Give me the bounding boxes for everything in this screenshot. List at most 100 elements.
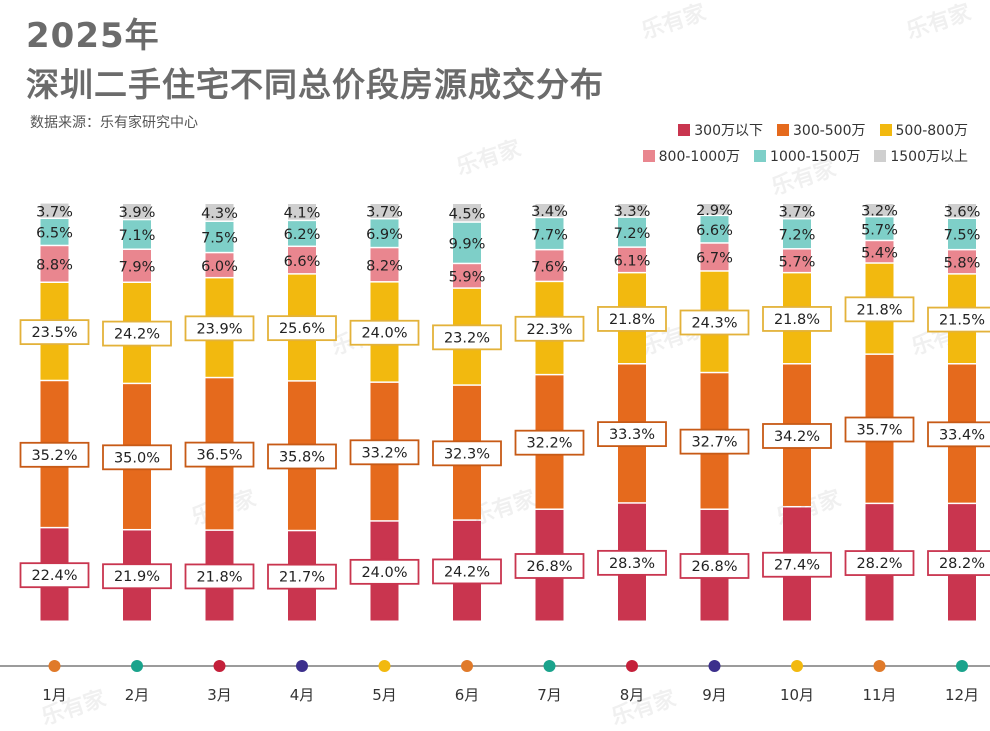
data-label-box: [844, 550, 915, 576]
data-label-box: [349, 558, 420, 585]
data-label-box: [267, 315, 337, 342]
data-label-box: [102, 563, 172, 590]
axis-dot: [543, 660, 556, 672]
data-label: 33.4%: [939, 427, 985, 443]
legend-item: 300-500万: [777, 120, 866, 140]
legend-label: 300-500万: [793, 123, 866, 139]
data-label-box: [514, 315, 585, 342]
data-label: 3.7%: [36, 204, 73, 220]
data-label: 3.7%: [366, 205, 403, 221]
data-label: 3.4%: [531, 204, 568, 220]
legend-label: 1500万以上: [890, 149, 968, 165]
data-label: 21.8%: [196, 569, 242, 585]
bar-segment: [700, 204, 729, 215]
axis-dot: [378, 660, 391, 672]
bar-segment: [618, 204, 646, 217]
chart-title-year: 2025年: [26, 16, 160, 56]
data-label: 6.7%: [696, 251, 733, 267]
bar-segment: [535, 218, 564, 249]
data-label-box: [19, 562, 90, 589]
data-label: 6.9%: [366, 227, 403, 243]
data-label: 23.2%: [444, 330, 490, 346]
chart-legend: 300万以下 300-500万 500-800万 800-1000万 1000-…: [638, 120, 968, 172]
data-label: 4.1%: [284, 206, 321, 222]
legend-label: 1000-1500万: [770, 149, 861, 165]
data-label: 7.1%: [119, 228, 156, 244]
data-label: 21.8%: [774, 312, 820, 328]
data-label-box: [514, 553, 585, 579]
bar-segment: [865, 204, 894, 216]
data-label: 36.5%: [196, 448, 242, 464]
legend-swatch: [874, 150, 887, 162]
data-label-box: [184, 563, 255, 590]
x-tick-label: 5月: [372, 686, 397, 704]
legend-swatch: [777, 124, 789, 136]
data-label: 23.5%: [31, 325, 77, 341]
bar-segment: [288, 204, 316, 220]
bar-segment: [618, 217, 646, 247]
data-label-box: [927, 306, 990, 333]
data-label-box: [184, 441, 255, 468]
bar-segment: [205, 253, 234, 277]
legend-label: 300万以下: [694, 123, 763, 139]
data-label: 6.1%: [614, 254, 651, 270]
data-label-box: [597, 421, 667, 448]
data-label: 21.5%: [939, 313, 985, 329]
bar-segment: [948, 250, 976, 274]
bar-segment: [948, 219, 976, 249]
data-label-box: [19, 441, 90, 468]
bar-segment: [123, 220, 151, 249]
data-label: 35.2%: [31, 448, 77, 464]
data-label: 5.4%: [861, 245, 898, 261]
bar-segment: [535, 250, 564, 281]
data-label: 3.9%: [119, 205, 156, 221]
legend-swatch: [879, 124, 892, 136]
data-label-box: [349, 439, 420, 466]
data-label-box: [432, 324, 502, 351]
data-label: 4.3%: [201, 206, 238, 222]
bar-segment: [783, 219, 811, 249]
data-label-box: [349, 319, 420, 346]
data-label: 23.9%: [196, 321, 242, 337]
data-label: 32.2%: [526, 436, 572, 452]
data-label: 22.4%: [31, 568, 77, 584]
bar-segment: [123, 249, 151, 282]
legend-label: 800-1000万: [658, 149, 741, 165]
data-label: 24.0%: [361, 565, 407, 581]
data-label: 28.3%: [609, 556, 655, 572]
bar-segment: [618, 247, 646, 272]
bar-segment: [453, 222, 481, 263]
bar-segment: [865, 241, 894, 263]
bar-segment: [453, 264, 481, 288]
data-label: 27.4%: [774, 558, 820, 574]
data-label: 5.7%: [779, 254, 816, 270]
axis-dot: [296, 660, 308, 672]
bar-segment: [535, 204, 564, 217]
bar-segment: [370, 248, 399, 282]
data-label: 5.7%: [861, 222, 898, 238]
axis-dot: [626, 660, 638, 672]
x-tick-label: 6月: [455, 686, 480, 704]
legend-item: 300万以下: [678, 120, 763, 140]
data-label-box: [679, 553, 750, 579]
legend-label: 500-800万: [895, 123, 969, 139]
data-label: 6.6%: [284, 254, 321, 270]
data-label: 3.3%: [614, 204, 651, 220]
data-label: 28.2%: [939, 556, 985, 572]
data-label: 35.7%: [856, 423, 902, 439]
x-tick-label: 3月: [207, 686, 232, 704]
data-label-box: [597, 549, 667, 576]
data-label: 35.8%: [279, 449, 325, 465]
axis-dot: [131, 660, 143, 672]
axis-dot: [791, 660, 803, 672]
data-label-box: [432, 440, 502, 467]
data-label-box: [762, 423, 832, 449]
data-label: 24.3%: [691, 316, 737, 332]
bar-segment: [40, 219, 69, 245]
data-label-box: [679, 309, 750, 336]
data-label: 8.2%: [366, 258, 403, 274]
x-tick-label: 8月: [620, 686, 645, 704]
x-tick-label: 7月: [537, 686, 562, 704]
data-label: 24.0%: [361, 326, 407, 342]
data-label-box: [927, 421, 990, 448]
